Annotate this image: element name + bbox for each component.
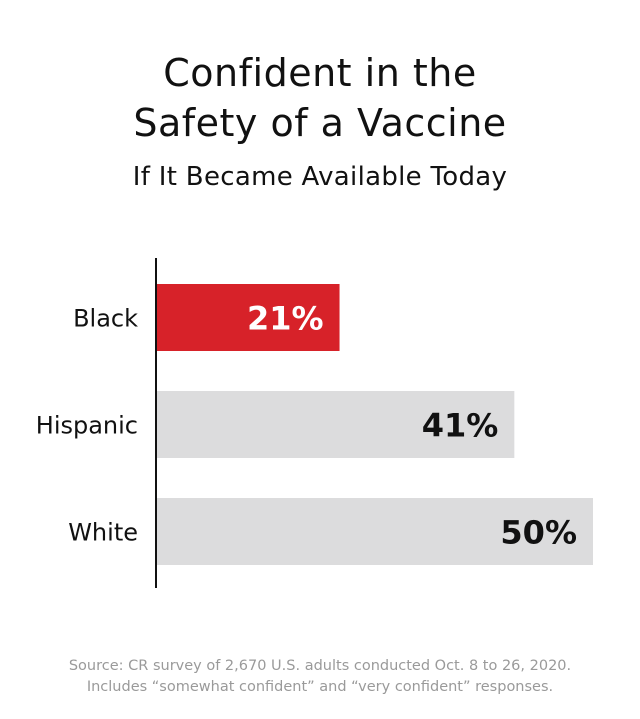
value-label-hispanic: 41% <box>422 407 499 445</box>
value-label-white: 50% <box>500 514 577 552</box>
chart-title-line-2: Safety of a Vaccine <box>133 101 507 145</box>
category-label-black: Black <box>73 305 138 333</box>
bar-chart: Black 21% Hispanic 41% White 50% <box>36 258 593 588</box>
chart-title-line-1: Confident in the <box>163 51 477 95</box>
source-note-line-2: Includes “somewhat confident” and “very … <box>86 679 554 695</box>
bar-black <box>156 284 340 351</box>
chart-subtitle: If It Became Available Today <box>132 162 508 192</box>
value-label-black: 21% <box>247 300 324 338</box>
source-note-line-1: Source: CR survey of 2,670 U.S. adults c… <box>68 658 572 674</box>
bar-hispanic <box>156 391 515 458</box>
bar-white <box>156 498 593 565</box>
category-label-white: White <box>68 519 138 547</box>
category-label-hispanic: Hispanic <box>36 412 138 440</box>
